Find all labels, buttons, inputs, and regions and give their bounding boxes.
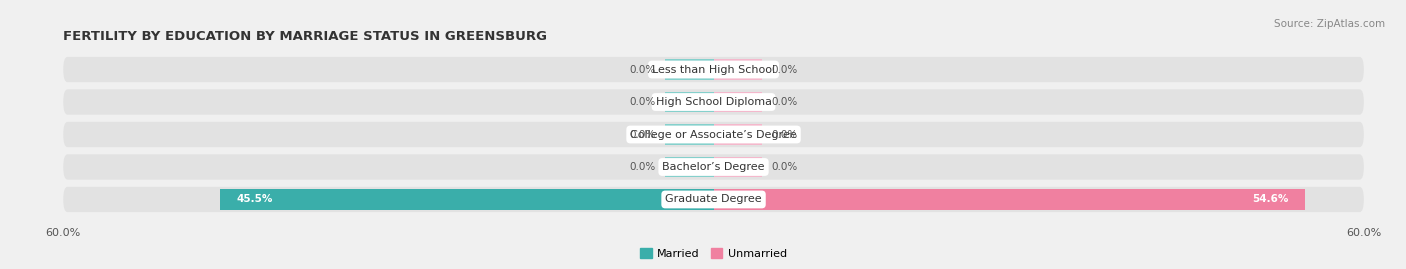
Bar (713, 92, 762, 112)
Text: 0.0%: 0.0% (770, 129, 797, 140)
Text: 0.0%: 0.0% (630, 129, 657, 140)
Bar (713, 125, 762, 144)
Text: Less than High School: Less than High School (652, 65, 775, 75)
Text: 0.0%: 0.0% (770, 65, 797, 75)
Text: College or Associate’s Degree: College or Associate’s Degree (630, 129, 797, 140)
Bar (665, 157, 713, 177)
Text: 0.0%: 0.0% (630, 162, 657, 172)
Text: 45.5%: 45.5% (236, 194, 273, 204)
Bar (665, 125, 713, 144)
Bar (713, 59, 762, 80)
Text: 0.0%: 0.0% (630, 65, 657, 75)
FancyBboxPatch shape (63, 122, 1364, 147)
Text: 0.0%: 0.0% (630, 97, 657, 107)
FancyBboxPatch shape (63, 187, 1364, 212)
Bar (665, 59, 713, 80)
FancyBboxPatch shape (63, 57, 1364, 82)
Text: 0.0%: 0.0% (770, 162, 797, 172)
Bar (665, 92, 713, 112)
Text: Source: ZipAtlas.com: Source: ZipAtlas.com (1274, 19, 1385, 29)
Bar (221, 189, 713, 210)
Text: Graduate Degree: Graduate Degree (665, 194, 762, 204)
Text: 0.0%: 0.0% (770, 97, 797, 107)
Bar (713, 157, 762, 177)
Text: High School Diploma: High School Diploma (655, 97, 772, 107)
FancyBboxPatch shape (63, 154, 1364, 180)
Text: 54.6%: 54.6% (1253, 194, 1289, 204)
FancyBboxPatch shape (63, 89, 1364, 115)
Text: FERTILITY BY EDUCATION BY MARRIAGE STATUS IN GREENSBURG: FERTILITY BY EDUCATION BY MARRIAGE STATU… (63, 30, 547, 43)
Bar (713, 189, 1305, 210)
Legend: Married, Unmarried: Married, Unmarried (636, 244, 792, 263)
Text: Bachelor’s Degree: Bachelor’s Degree (662, 162, 765, 172)
